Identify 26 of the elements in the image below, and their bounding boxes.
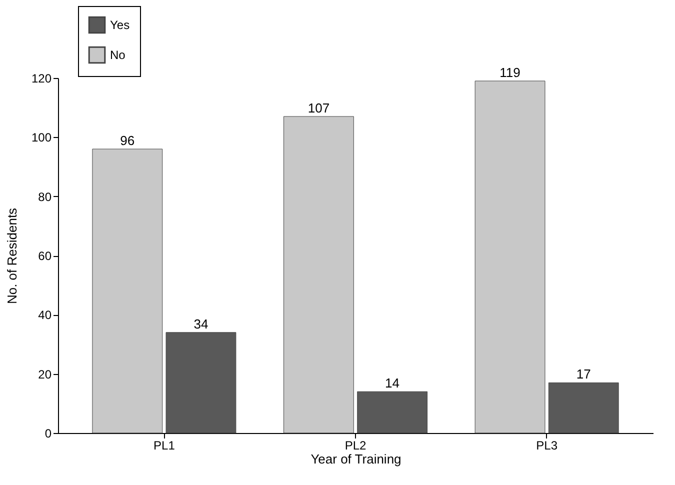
- bar: [357, 391, 428, 434]
- y-tick-label: 120: [31, 72, 52, 86]
- y-tick-label: 100: [31, 130, 52, 145]
- data-label: 119: [500, 64, 520, 80]
- y-tick-label: 80: [38, 190, 52, 204]
- x-tick-label: PL1: [154, 438, 176, 452]
- y-tick-label: 0: [44, 426, 52, 440]
- x-tick-label: PL3: [536, 438, 558, 452]
- data-label: 34: [194, 316, 208, 332]
- legend-label: Yes: [110, 18, 130, 32]
- data-label: 96: [120, 133, 135, 148]
- x-tick-label: PL2: [344, 438, 366, 452]
- bar: [474, 80, 546, 434]
- bar: [284, 116, 354, 434]
- data-label: 14: [385, 376, 400, 391]
- bar: [92, 148, 163, 434]
- y-tick-label: 40: [38, 308, 52, 322]
- legend-label: No: [110, 48, 126, 62]
- data-label: 107: [308, 100, 330, 116]
- bar: [166, 332, 236, 434]
- bar: [548, 382, 619, 434]
- x-axis-title: Year of Training: [310, 452, 402, 466]
- data-label: 17: [576, 366, 591, 382]
- y-tick-label: 60: [38, 249, 52, 263]
- y-axis-title: No. of Residents: [4, 207, 20, 304]
- y-tick-label: 20: [38, 367, 52, 382]
